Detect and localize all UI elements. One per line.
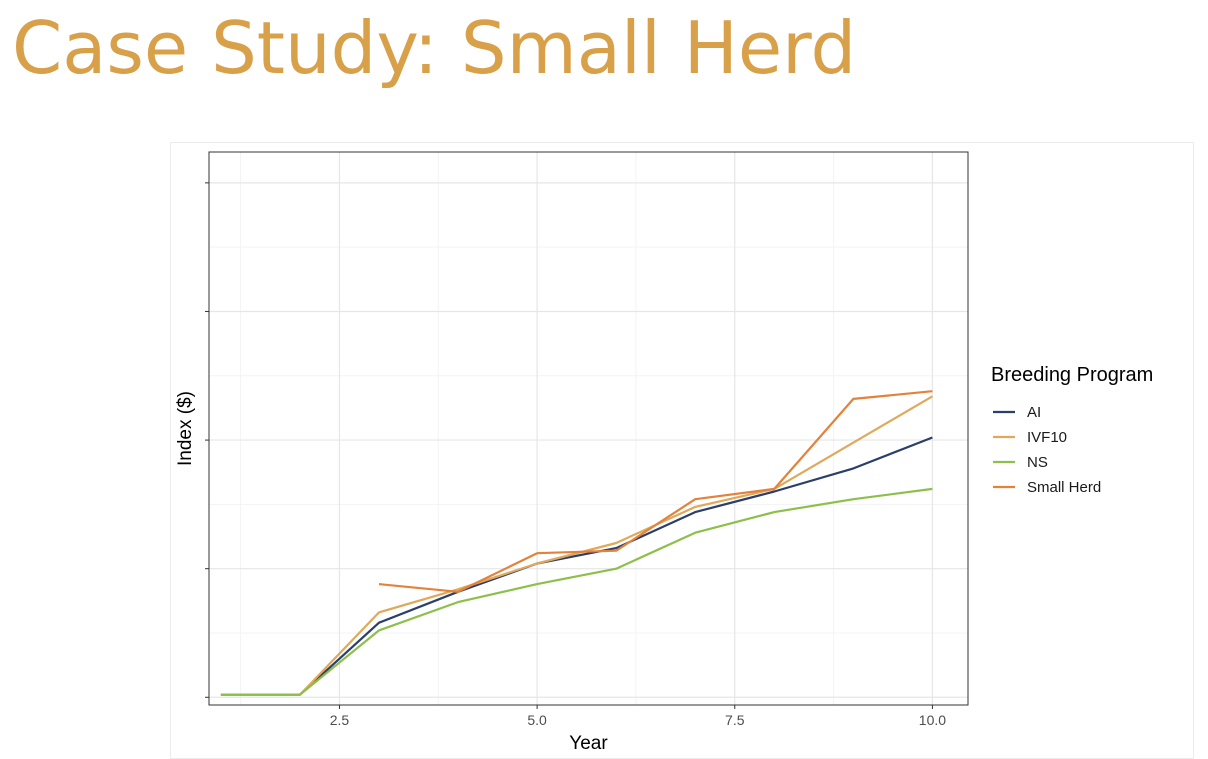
legend-label-small-herd: Small Herd — [1027, 479, 1101, 496]
slide-title: Case Study: Small Herd — [12, 6, 857, 90]
series-line-ivf10 — [220, 395, 933, 696]
series-line-ns — [220, 487, 933, 696]
legend-title: Breeding Program — [991, 364, 1153, 386]
x-tick-label: 5.0 — [527, 712, 547, 728]
legend-label-ns: NS — [1027, 454, 1048, 471]
axis-ticks: 2.5 5.0 7.5 10.0 — [205, 182, 946, 728]
x-axis-title: Year — [569, 733, 608, 754]
plot-border — [208, 151, 969, 706]
series-line-ai — [220, 436, 933, 696]
y-axis-title: Index ($) — [175, 391, 196, 466]
line-chart: 2.5 5.0 7.5 10.0 Year Index ($) Breeding Pr… — [175, 151, 1153, 754]
x-tick-label: 7.5 — [725, 712, 745, 728]
legend: Breeding Program AI IVF10 NS Small Herd — [991, 364, 1153, 496]
series-lines — [220, 390, 933, 696]
x-tick-label: 10.0 — [919, 712, 946, 728]
legend-label-ai: AI — [1027, 404, 1041, 421]
series-line-small-herd — [378, 390, 933, 593]
x-tick-label: 2.5 — [330, 712, 350, 728]
legend-label-ivf10: IVF10 — [1027, 429, 1067, 446]
legend-items: AI IVF10 NS Small Herd — [993, 404, 1101, 496]
chart-panel: 2.5 5.0 7.5 10.0 Year Index ($) Breeding Pr… — [170, 142, 1194, 759]
grid — [209, 152, 968, 705]
